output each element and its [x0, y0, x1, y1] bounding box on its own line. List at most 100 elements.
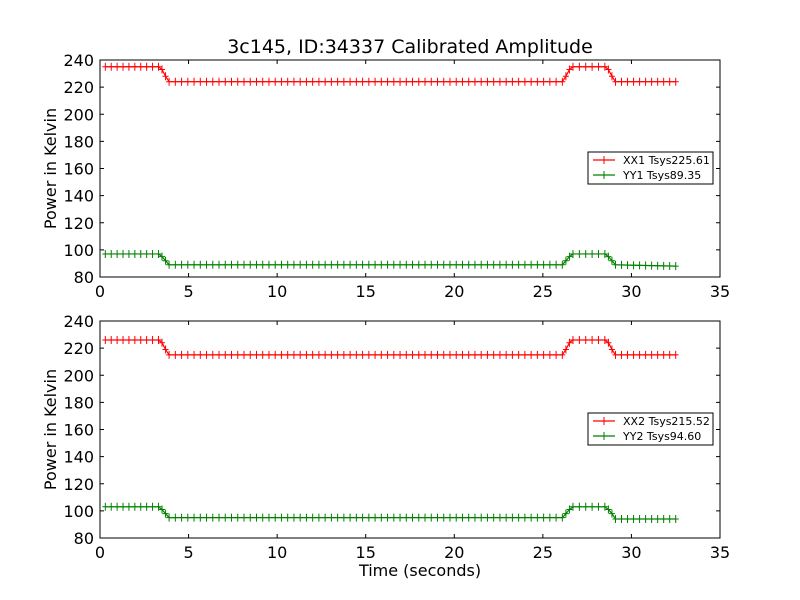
data-point-marker — [559, 260, 566, 269]
data-point-marker — [521, 350, 528, 359]
data-point-marker — [642, 515, 649, 524]
data-point-marker — [278, 350, 285, 359]
data-point-marker — [353, 350, 360, 359]
data-point-marker — [353, 260, 360, 269]
data-point-marker — [546, 350, 553, 359]
data-point-marker — [365, 77, 372, 86]
data-point-marker — [137, 335, 144, 344]
data-point-marker — [184, 350, 191, 359]
data-point-marker — [247, 513, 254, 522]
data-point-marker — [155, 335, 162, 344]
data-point-marker — [576, 335, 583, 344]
data-point-marker — [347, 260, 354, 269]
data-point-marker — [143, 249, 150, 258]
y-axis-label: Power in Kelvin — [41, 108, 60, 229]
data-point-marker — [203, 77, 210, 86]
y-tick-label: 180 — [63, 393, 94, 412]
data-point-marker — [108, 249, 115, 258]
data-point-marker — [642, 261, 649, 270]
data-point-marker — [562, 72, 569, 81]
data-point-marker — [422, 350, 429, 359]
y-tick-label: 220 — [63, 78, 94, 97]
data-point-marker — [660, 515, 667, 524]
data-point-marker — [409, 350, 416, 359]
data-point-marker — [434, 513, 441, 522]
data-point-marker — [624, 77, 631, 86]
data-point-marker — [322, 260, 329, 269]
data-point-marker — [365, 260, 372, 269]
data-point-marker — [612, 515, 619, 524]
data-point-marker — [222, 77, 229, 86]
data-point-marker — [422, 260, 429, 269]
data-point-marker — [490, 260, 497, 269]
data-point-marker — [515, 350, 522, 359]
data-point-marker — [172, 513, 179, 522]
data-point-marker — [540, 77, 547, 86]
data-point-marker — [284, 77, 291, 86]
data-point-marker — [240, 260, 247, 269]
data-point-marker — [259, 513, 266, 522]
data-point-marker — [162, 345, 169, 354]
data-point-marker — [566, 65, 573, 74]
data-point-marker — [471, 513, 478, 522]
data-point-marker — [582, 62, 589, 71]
data-point-marker — [178, 77, 185, 86]
data-point-marker — [278, 513, 285, 522]
legend-entry: YY1 Tsys89.35 — [622, 169, 701, 182]
data-point-marker — [234, 260, 241, 269]
data-point-marker — [496, 513, 503, 522]
data-point-marker — [666, 77, 673, 86]
data-point-marker — [216, 260, 223, 269]
data-point-marker — [278, 77, 285, 86]
data-point-marker — [265, 77, 272, 86]
x-tick-label: 5 — [183, 543, 193, 562]
data-point-marker — [259, 260, 266, 269]
data-point-marker — [309, 260, 316, 269]
data-point-marker — [403, 260, 410, 269]
data-point-marker — [496, 350, 503, 359]
data-point-marker — [178, 513, 185, 522]
data-point-marker — [422, 77, 429, 86]
data-point-marker — [589, 502, 596, 511]
data-point-marker — [540, 350, 547, 359]
x-tick-label: 15 — [356, 543, 376, 562]
data-point-marker — [666, 262, 673, 271]
data-point-marker — [624, 350, 631, 359]
data-point-marker — [459, 513, 466, 522]
data-point-marker — [359, 350, 366, 359]
data-point-marker — [415, 77, 422, 86]
data-point-marker — [496, 77, 503, 86]
data-point-marker — [654, 515, 661, 524]
data-point-marker — [648, 77, 655, 86]
data-point-marker — [446, 260, 453, 269]
y-tick-label: 100 — [63, 502, 94, 521]
data-point-marker — [582, 335, 589, 344]
data-point-marker — [589, 62, 596, 71]
data-point-marker — [131, 249, 138, 258]
data-point-marker — [503, 260, 510, 269]
data-point-marker — [503, 513, 510, 522]
data-point-marker — [359, 260, 366, 269]
data-point-marker — [197, 260, 204, 269]
data-point-marker — [222, 350, 229, 359]
data-point-marker — [478, 260, 485, 269]
data-point-marker — [403, 350, 410, 359]
data-point-marker — [172, 260, 179, 269]
data-point-marker — [191, 350, 198, 359]
data-point-marker — [125, 502, 132, 511]
data-point-marker — [240, 350, 247, 359]
data-point-marker — [648, 350, 655, 359]
data-point-marker — [595, 502, 602, 511]
x-tick-label: 25 — [533, 282, 553, 301]
data-point-marker — [648, 515, 655, 524]
data-point-marker — [608, 345, 615, 354]
data-point-marker — [378, 260, 385, 269]
series-2 — [102, 502, 679, 524]
data-point-marker — [440, 77, 447, 86]
data-point-marker — [216, 77, 223, 86]
data-point-marker — [630, 261, 637, 270]
data-point-marker — [149, 335, 156, 344]
y-tick-label: 240 — [63, 312, 94, 331]
data-point-marker — [422, 513, 429, 522]
data-point-marker — [453, 513, 460, 522]
